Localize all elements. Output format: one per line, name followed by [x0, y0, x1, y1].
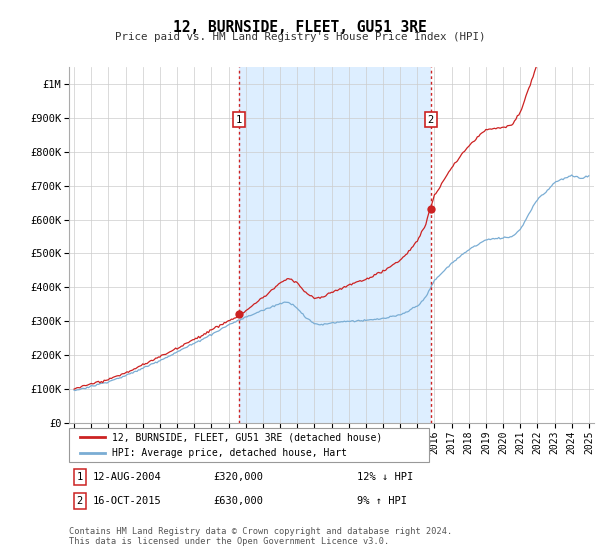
Text: 16-OCT-2015: 16-OCT-2015 — [93, 496, 162, 506]
FancyBboxPatch shape — [69, 428, 429, 462]
Text: 2: 2 — [77, 496, 83, 506]
Text: 1: 1 — [77, 472, 83, 482]
Text: 12-AUG-2004: 12-AUG-2004 — [93, 472, 162, 482]
Text: 2: 2 — [428, 115, 434, 125]
Text: £320,000: £320,000 — [213, 472, 263, 482]
Text: 12, BURNSIDE, FLEET, GU51 3RE: 12, BURNSIDE, FLEET, GU51 3RE — [173, 20, 427, 35]
Text: 12% ↓ HPI: 12% ↓ HPI — [357, 472, 413, 482]
Text: 12, BURNSIDE, FLEET, GU51 3RE (detached house): 12, BURNSIDE, FLEET, GU51 3RE (detached … — [112, 432, 382, 442]
Text: 1: 1 — [236, 115, 242, 125]
Text: HPI: Average price, detached house, Hart: HPI: Average price, detached house, Hart — [112, 448, 347, 458]
Text: Contains HM Land Registry data © Crown copyright and database right 2024.
This d: Contains HM Land Registry data © Crown c… — [69, 526, 452, 546]
Text: 9% ↑ HPI: 9% ↑ HPI — [357, 496, 407, 506]
Text: Price paid vs. HM Land Registry's House Price Index (HPI): Price paid vs. HM Land Registry's House … — [115, 32, 485, 43]
Text: £630,000: £630,000 — [213, 496, 263, 506]
Bar — [239, 67, 431, 423]
